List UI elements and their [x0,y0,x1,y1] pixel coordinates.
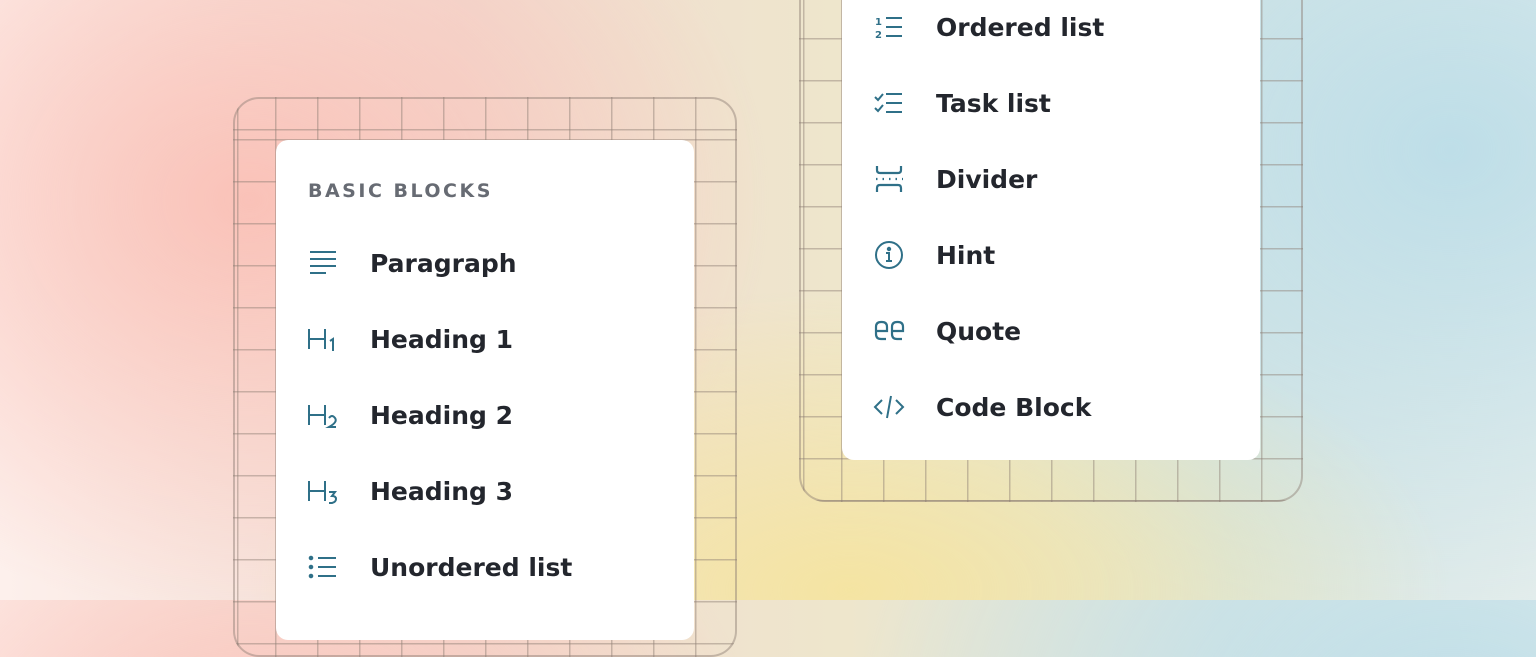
quote-icon [872,314,906,348]
paragraph-icon [306,246,340,280]
menu-item-quote[interactable]: Quote [872,311,1021,351]
menu-item-heading-3[interactable]: Heading 3 [306,471,513,511]
code-icon [872,390,906,424]
menu-item-heading-1[interactable]: Heading 1 [306,319,513,359]
unordered-list-icon [306,550,340,584]
svg-text:1: 1 [875,17,882,28]
menu-item-hint[interactable]: Hint [872,235,995,275]
heading-2-icon [306,398,340,432]
task-list-icon [872,86,906,120]
menu-item-unordered-list[interactable]: Unordered list [306,547,572,587]
section-heading: BASIC BLOCKS [308,180,493,202]
info-icon [872,238,906,272]
menu-item-paragraph[interactable]: Paragraph [306,243,517,283]
left-block-menu: BASIC BLOCKS Paragraph Heading 1 Heading… [276,140,694,640]
menu-item-code-block[interactable]: Code Block [872,387,1091,427]
svg-text:2: 2 [875,30,882,41]
heading-3-icon [306,474,340,508]
menu-item-heading-2[interactable]: Heading 2 [306,395,513,435]
divider-icon [872,162,906,196]
heading-1-icon [306,322,340,356]
menu-item-divider[interactable]: Divider [872,159,1037,199]
menu-item-task-list[interactable]: Task list [872,83,1051,123]
